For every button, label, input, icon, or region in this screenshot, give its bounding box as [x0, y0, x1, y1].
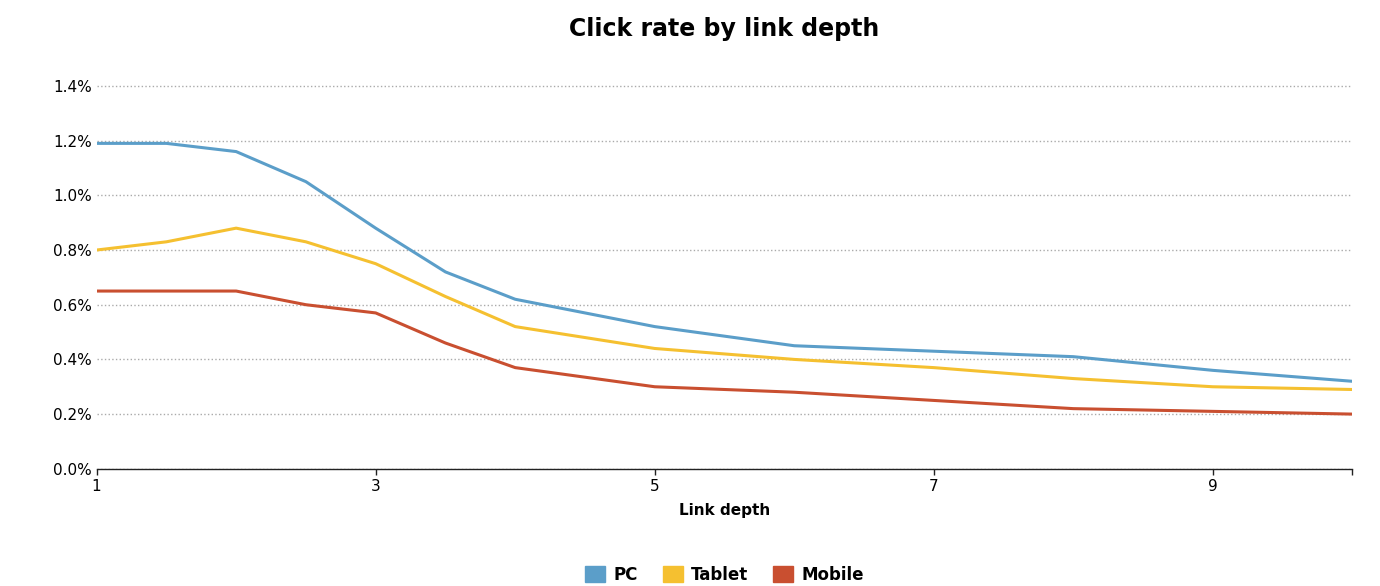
PC — [1065, 353, 1082, 360]
Mobile — [787, 389, 803, 396]
Mobile — [298, 301, 315, 308]
Mobile — [926, 397, 943, 404]
PC — [159, 140, 175, 147]
Tablet — [367, 260, 384, 267]
PC — [228, 148, 244, 155]
PC — [298, 178, 315, 185]
Tablet — [1065, 375, 1082, 382]
Mobile — [1344, 411, 1361, 418]
Line: Tablet: Tablet — [97, 228, 1352, 390]
Tablet — [298, 239, 315, 246]
Mobile — [228, 288, 244, 295]
Tablet — [1344, 386, 1361, 393]
Mobile — [1065, 405, 1082, 412]
Mobile — [437, 339, 454, 346]
Line: PC: PC — [97, 144, 1352, 381]
Mobile — [88, 288, 105, 295]
Mobile — [646, 383, 662, 390]
Tablet — [787, 356, 803, 363]
PC — [367, 224, 384, 231]
Mobile — [367, 309, 384, 316]
PC — [926, 347, 943, 355]
PC — [1205, 367, 1221, 374]
X-axis label: Link depth: Link depth — [679, 503, 770, 517]
Line: Mobile: Mobile — [97, 291, 1352, 414]
Tablet — [926, 364, 943, 371]
Tablet — [1205, 383, 1221, 390]
PC — [88, 140, 105, 147]
Tablet — [646, 345, 662, 352]
PC — [1344, 378, 1361, 385]
Title: Click rate by link depth: Click rate by link depth — [570, 18, 879, 42]
Mobile — [159, 288, 175, 295]
PC — [506, 296, 523, 303]
Tablet — [88, 247, 105, 254]
Legend: PC, Tablet, Mobile: PC, Tablet, Mobile — [578, 559, 871, 586]
Tablet — [228, 224, 244, 231]
Mobile — [1205, 408, 1221, 415]
PC — [437, 268, 454, 275]
Tablet — [159, 239, 175, 246]
PC — [646, 323, 662, 330]
Mobile — [506, 364, 523, 371]
PC — [787, 342, 803, 349]
Tablet — [437, 293, 454, 300]
Tablet — [506, 323, 523, 330]
